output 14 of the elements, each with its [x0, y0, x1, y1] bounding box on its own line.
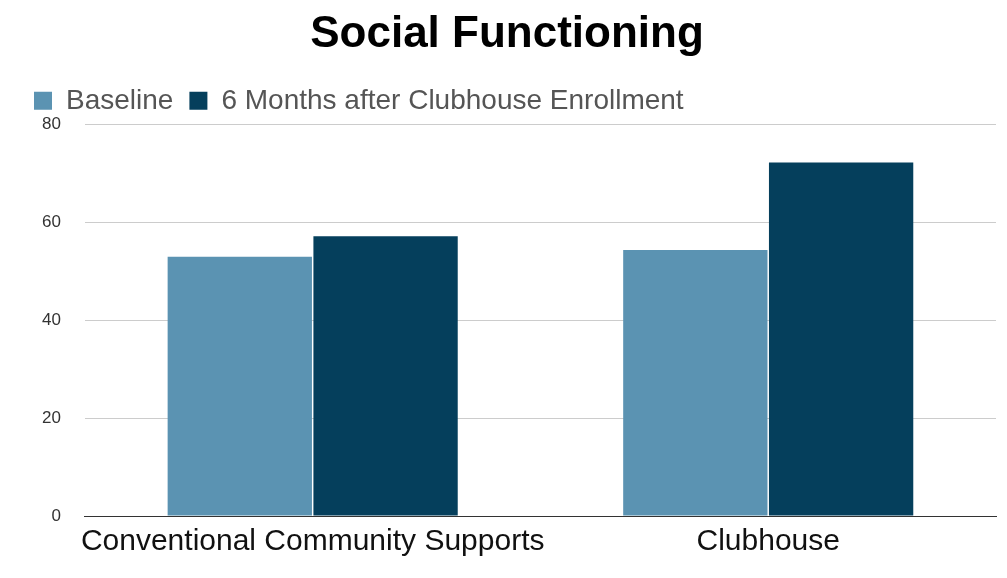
- bar: [313, 236, 458, 516]
- bar: [623, 249, 768, 516]
- y-tick-label: 60: [41, 212, 61, 232]
- y-tick-label: 80: [41, 114, 61, 134]
- y-tick-label: 20: [41, 407, 61, 427]
- legend-label: 6 Months after Clubhouse Enrollment: [221, 83, 684, 115]
- y-tick-label: 0: [51, 505, 61, 525]
- y-tick-label: 40: [41, 310, 61, 330]
- bar: [768, 162, 914, 516]
- x-tick-label: Conventional Community Supports: [80, 523, 545, 557]
- legend-label: Baseline: [66, 83, 174, 115]
- x-tick-label: Clubhouse: [696, 523, 840, 557]
- bar: [167, 256, 312, 516]
- chart-title: Social Functioning: [310, 6, 704, 56]
